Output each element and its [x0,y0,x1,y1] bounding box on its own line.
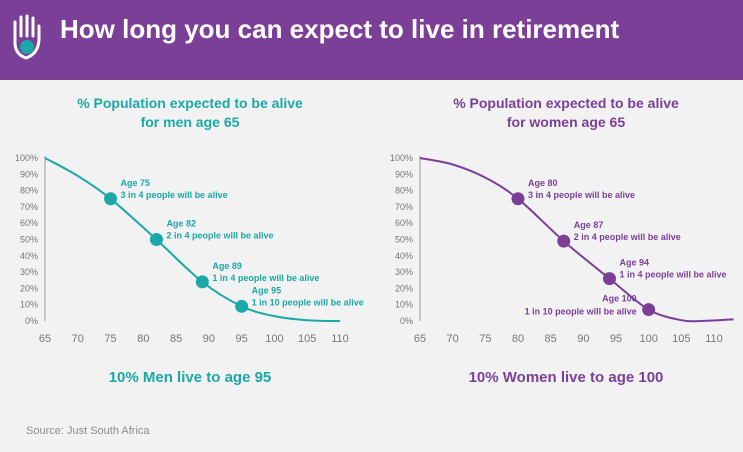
women-y-tick-label: 50% [395,235,413,245]
men-y-tick-label: 30% [20,267,38,277]
women-data-point [557,234,571,248]
women-data-point [511,192,525,206]
charts-canvas: 100%90%80%70%60%50%40%30%20%10%0%65 70 75 8… [15,153,734,345]
women-y-tick-label: 0% [400,316,413,326]
women-y-tick-label: 80% [395,186,413,196]
women-x-tick-label: 90 [577,333,589,345]
source-note: Source: Just South Africa [26,425,150,437]
men-chart-title-line2: for men age 65 [140,114,240,130]
women-x-tick-label: 95 [610,333,622,345]
men-point-label-desc: 2 in 4 people will be alive [166,231,273,241]
men-data-point [104,192,118,206]
men-x-tick-label: 90 [203,333,215,345]
men-point-label-desc: 1 in 4 people will be alive [212,273,319,283]
women-x-tick-label: 105 [672,333,690,345]
men-y-tick-label: 20% [20,283,38,293]
women-y-tick-label: 10% [395,300,413,310]
women-x-tick-label: 80 [512,333,524,345]
women-data-point [642,303,656,317]
women-point-label-desc: 1 in 10 people will be alive [525,307,637,317]
men-y-tick-label: 10% [20,300,38,310]
women-x-tick-label: 85 [545,333,557,345]
women-point-label-desc: 1 in 4 people will be alive [619,270,726,280]
men-point-label-age: Age 89 [212,261,242,271]
men-x-tick-label: 85 [170,333,182,345]
women-chart-title-line1: % Population expected to be alive [453,95,679,111]
men-data-point [235,299,249,313]
men-point-label-age: Age 95 [252,285,282,295]
women-y-tick-label: 70% [395,202,413,212]
men-x-tick-label: 95 [236,333,248,345]
men-x-tick-label: 110 [331,333,349,345]
men-point-label-desc: 1 in 10 people will be alive [252,297,364,307]
hand-icon [13,14,41,60]
women-x-tick-label: 75 [479,333,491,345]
men-y-tick-label: 50% [20,235,38,245]
women-y-tick-label: 100% [390,153,413,163]
women-x-tick-label: 65 [414,333,426,345]
women-y-tick-label: 40% [395,251,413,261]
men-y-tick-label: 0% [25,316,38,326]
men-x-tick-label: 75 [104,333,116,345]
men-y-tick-label: 40% [20,251,38,261]
women-point-label-age: Age 80 [528,178,558,188]
men-y-tick-label: 90% [20,169,38,179]
women-y-tick-label: 90% [395,169,413,179]
header-bar: How long you can expect to live in retir… [0,0,743,80]
women-x-tick-label: 110 [705,333,723,345]
women-y-tick-label: 30% [395,267,413,277]
women-y-tick-label: 60% [395,218,413,228]
men-point-label-age: Age 75 [121,178,151,188]
women-point-label-desc: 3 in 4 people will be alive [528,190,635,200]
men-data-point [149,233,163,246]
men-y-tick-label: 70% [20,202,38,212]
men-y-tick-label: 80% [20,186,38,196]
men-y-tick-label: 60% [20,218,38,228]
men-chart-title-line1: % Population expected to be alive [77,95,303,111]
women-x-tick-label: 100 [639,333,657,345]
women-footer-note: 10% Women live to age 100 [468,369,664,386]
women-chart-title-line2: for women age 65 [506,114,626,130]
women-chart-title: % Population expected to be alive for wo… [416,94,716,132]
page-title: How long you can expect to live in retir… [60,14,620,44]
men-chart-title: % Population expected to be alive for me… [40,94,340,132]
women-x-tick-label: 70 [447,333,459,345]
women-y-tick-label: 20% [395,283,413,293]
men-footer-note: 10% Men live to age 95 [108,369,272,386]
men-y-tick-label: 100% [15,153,38,163]
women-point-label-age: Age 87 [574,220,604,230]
men-x-tick-label: 70 [72,333,84,345]
women-point-label-desc: 2 in 4 people will be alive [574,232,681,242]
men-point-label-age: Age 82 [166,219,196,229]
men-x-tick-label: 105 [298,333,316,345]
women-data-point [602,272,616,286]
men-x-tick-label: 100 [265,333,283,345]
men-x-tick-label: 65 [39,333,51,345]
men-x-tick-label: 80 [137,333,149,345]
women-point-label-age: Age 100 [602,294,637,304]
men-data-point [195,275,209,289]
women-point-label-age: Age 94 [619,258,649,268]
content-area: % Population expected to be alive for me… [0,80,743,452]
men-point-label-desc: 3 in 4 people will be alive [121,190,228,200]
women-survival-line [419,157,734,323]
